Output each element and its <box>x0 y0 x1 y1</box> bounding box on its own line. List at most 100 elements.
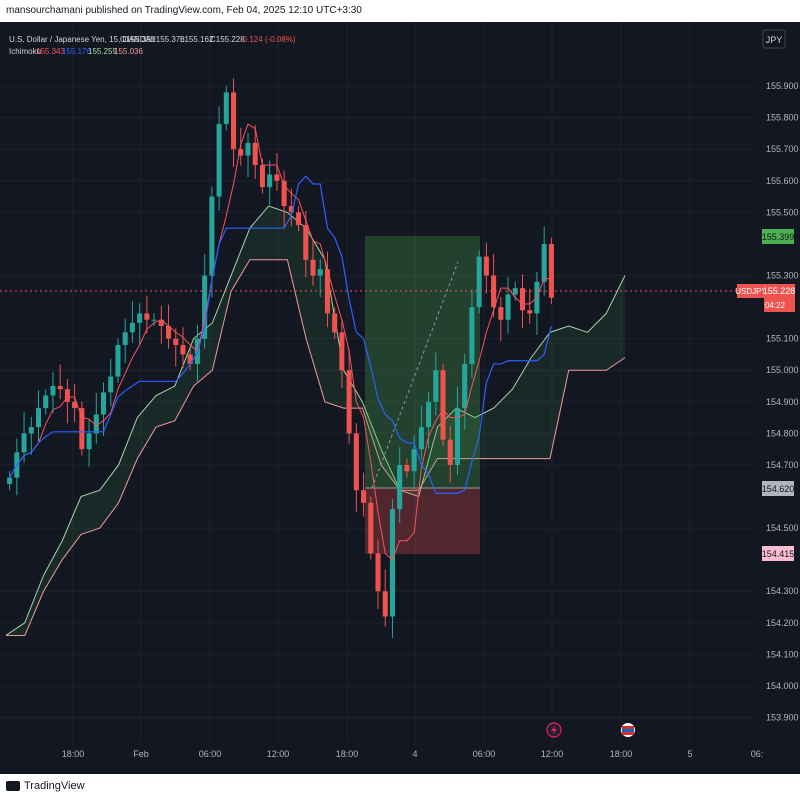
y-tick-label: 154.100 <box>766 649 799 659</box>
candle-body <box>187 354 193 364</box>
candle-body <box>252 142 258 166</box>
y-tick-label: 154.300 <box>766 586 799 596</box>
y-tick-label: 154.800 <box>766 428 799 438</box>
candle-body <box>137 313 143 323</box>
candle-body <box>50 386 56 396</box>
x-tick-label: 4 <box>412 749 417 759</box>
candle-body <box>281 180 287 207</box>
candle-body <box>433 370 439 402</box>
candle-body <box>527 310 533 314</box>
x-tick-label: 5 <box>687 749 692 759</box>
tag-stop-text: 154.415 <box>762 549 795 559</box>
candle-body <box>382 591 388 617</box>
candle-body <box>93 414 99 434</box>
legend-tenkan-value: 155.343 <box>36 47 65 56</box>
event-marker-lightning-icon[interactable] <box>546 722 562 738</box>
candle-body <box>375 553 381 592</box>
tradingview-logo[interactable]: TradingView <box>6 780 85 792</box>
profit-zone[interactable] <box>365 236 480 488</box>
y-tick-label: 154.900 <box>766 397 799 407</box>
candle-body <box>144 313 150 320</box>
candle-body <box>426 401 432 428</box>
candle-body <box>505 294 511 320</box>
candle-body <box>151 319 157 321</box>
x-tick-label: 06:00 <box>473 749 496 759</box>
candle-body <box>548 243 554 298</box>
candle-body <box>7 477 13 484</box>
candle-body <box>462 363 468 409</box>
tag-current: USDJPY 155.228 04:22 <box>735 284 795 312</box>
candle-body <box>519 288 526 311</box>
legend-open: O155.351 <box>120 35 156 44</box>
candle-body <box>447 439 453 465</box>
tag-countdown: 04:22 <box>765 301 786 310</box>
candles <box>7 78 554 638</box>
candle-body <box>245 142 251 156</box>
legend-span-b-value: 155.036 <box>114 47 143 56</box>
candle-body <box>180 344 186 355</box>
x-tick-label: Feb <box>133 749 149 759</box>
tag-symbol-text: USDJPY <box>735 287 767 296</box>
candle-body <box>28 427 34 434</box>
legend-indicator-name: Ichimoku <box>9 47 41 56</box>
chart-svg[interactable]: 155.900 155.800 155.700 155.600 155.500 155.3… <box>0 22 800 774</box>
x-tick-label: 06: <box>751 749 764 759</box>
candle-body <box>122 332 128 345</box>
legend-span-a-value: 155.259 <box>88 47 117 56</box>
candle-body <box>238 149 244 156</box>
tag-entry: 154.620 <box>762 481 795 496</box>
kijun-sen <box>9 175 552 494</box>
candle-body <box>346 370 352 434</box>
candle-body <box>57 386 63 390</box>
candle-body <box>469 307 475 364</box>
y-tick-label: 154.200 <box>766 618 799 628</box>
y-tick-label: 154.700 <box>766 460 799 470</box>
candle-body <box>216 123 222 197</box>
legend: U.S. Dollar / Japanese Yen, 15, OANDA O1… <box>9 35 296 56</box>
candle-body <box>259 165 265 188</box>
candle-body <box>35 408 42 428</box>
candle-body <box>389 509 395 617</box>
chart-panel[interactable]: 155.900 155.800 155.700 155.600 155.500 155.3… <box>0 22 800 774</box>
candle-body <box>64 389 70 402</box>
y-tick-label: 155.700 <box>766 144 799 154</box>
candle-body <box>541 243 547 282</box>
loss-zone[interactable] <box>365 488 480 554</box>
tradingview-logo-icon <box>6 781 20 791</box>
candle-body <box>476 256 482 308</box>
x-tick-label: 06:00 <box>199 749 222 759</box>
candle-body <box>100 392 107 415</box>
candle-body <box>274 174 280 181</box>
tradingview-logo-text: TradingView <box>24 780 85 792</box>
y-tick-label: 155.000 <box>766 365 799 375</box>
candle-body <box>332 313 338 333</box>
time-axis[interactable]: 18:00 Feb 06:00 12:00 18:00 4 06:00 12:00 18:00 5… <box>62 749 764 759</box>
tag-stop: 154.415 <box>762 546 795 561</box>
senkou-span-a <box>5 205 626 636</box>
y-tick-label: 155.600 <box>766 176 799 186</box>
currency-button[interactable]: JPY <box>762 29 786 49</box>
event-marker-flag-icon[interactable] <box>621 723 635 737</box>
y-tick-label: 155.100 <box>766 334 799 344</box>
candle-body <box>483 256 489 276</box>
candle-body <box>288 206 294 213</box>
candle-body <box>209 196 215 276</box>
y-tick-label: 155.900 <box>766 81 799 91</box>
candle-body <box>310 259 316 276</box>
y-tick-label: 154.000 <box>766 681 799 691</box>
candle-body <box>440 370 446 440</box>
legend-high: H155.378 <box>150 35 185 44</box>
candle-body <box>397 464 403 510</box>
candle-body <box>202 275 208 339</box>
candle-body <box>498 307 504 320</box>
position-path-line <box>371 261 459 489</box>
tenkan-sen <box>9 123 552 561</box>
candle-body <box>361 490 367 503</box>
ichimoku-lines <box>9 123 552 561</box>
y-tick-label: 154.500 <box>766 523 799 533</box>
tag-entry-text: 154.620 <box>762 484 795 494</box>
candle-body <box>166 326 172 339</box>
price-axis[interactable]: 155.900 155.800 155.700 155.600 155.500 155.3… <box>735 22 800 774</box>
legend-low: L155.162 <box>180 35 214 44</box>
candle-body <box>231 92 237 150</box>
